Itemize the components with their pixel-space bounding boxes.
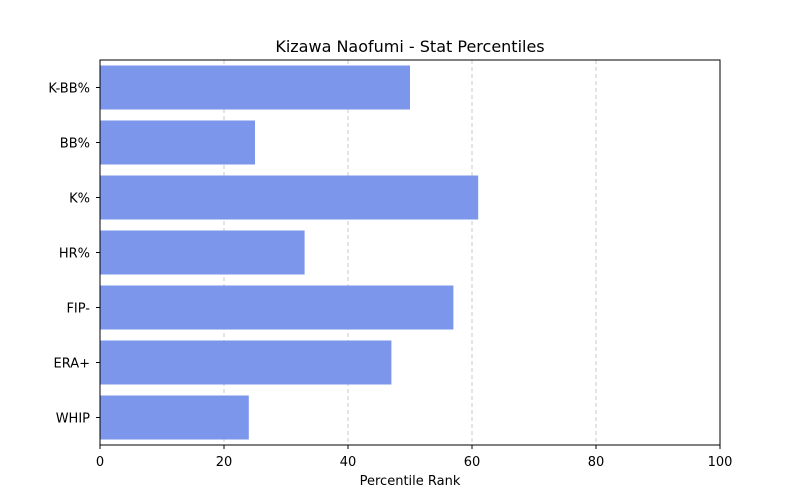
x-axis-ticks: 0 20 40 60 80 100 bbox=[96, 445, 733, 470]
y-tick-label: WHIP bbox=[56, 412, 90, 427]
bar-era- bbox=[100, 340, 392, 385]
chart-title: Kizawa Naofumi - Stat Percentiles bbox=[275, 37, 544, 56]
y-tick-label: BB% bbox=[60, 137, 90, 152]
y-tick-label: K-BB% bbox=[48, 82, 90, 97]
x-tick-label: 40 bbox=[340, 455, 357, 470]
x-tick-label: 60 bbox=[464, 455, 481, 470]
x-axis-label: Percentile Rank bbox=[360, 474, 461, 489]
x-tick-label: 80 bbox=[588, 455, 605, 470]
bar-k- bbox=[100, 175, 479, 220]
y-axis-ticks: K-BB% BB% K% HR% FIP- ERA+ WHIP bbox=[48, 82, 100, 427]
y-tick-label: FIP- bbox=[66, 302, 90, 317]
bar-hr- bbox=[100, 230, 305, 275]
y-tick-label: HR% bbox=[59, 247, 90, 262]
bar-bb- bbox=[100, 120, 255, 165]
bars bbox=[100, 65, 479, 440]
y-tick-label: K% bbox=[69, 192, 90, 207]
bar-whip bbox=[100, 395, 249, 440]
bar-k-bb- bbox=[100, 65, 410, 110]
x-tick-label: 20 bbox=[216, 455, 233, 470]
x-tick-label: 100 bbox=[708, 455, 733, 470]
y-tick-label: ERA+ bbox=[53, 357, 90, 372]
x-tick-label: 0 bbox=[96, 455, 104, 470]
bar-fip- bbox=[100, 285, 454, 330]
